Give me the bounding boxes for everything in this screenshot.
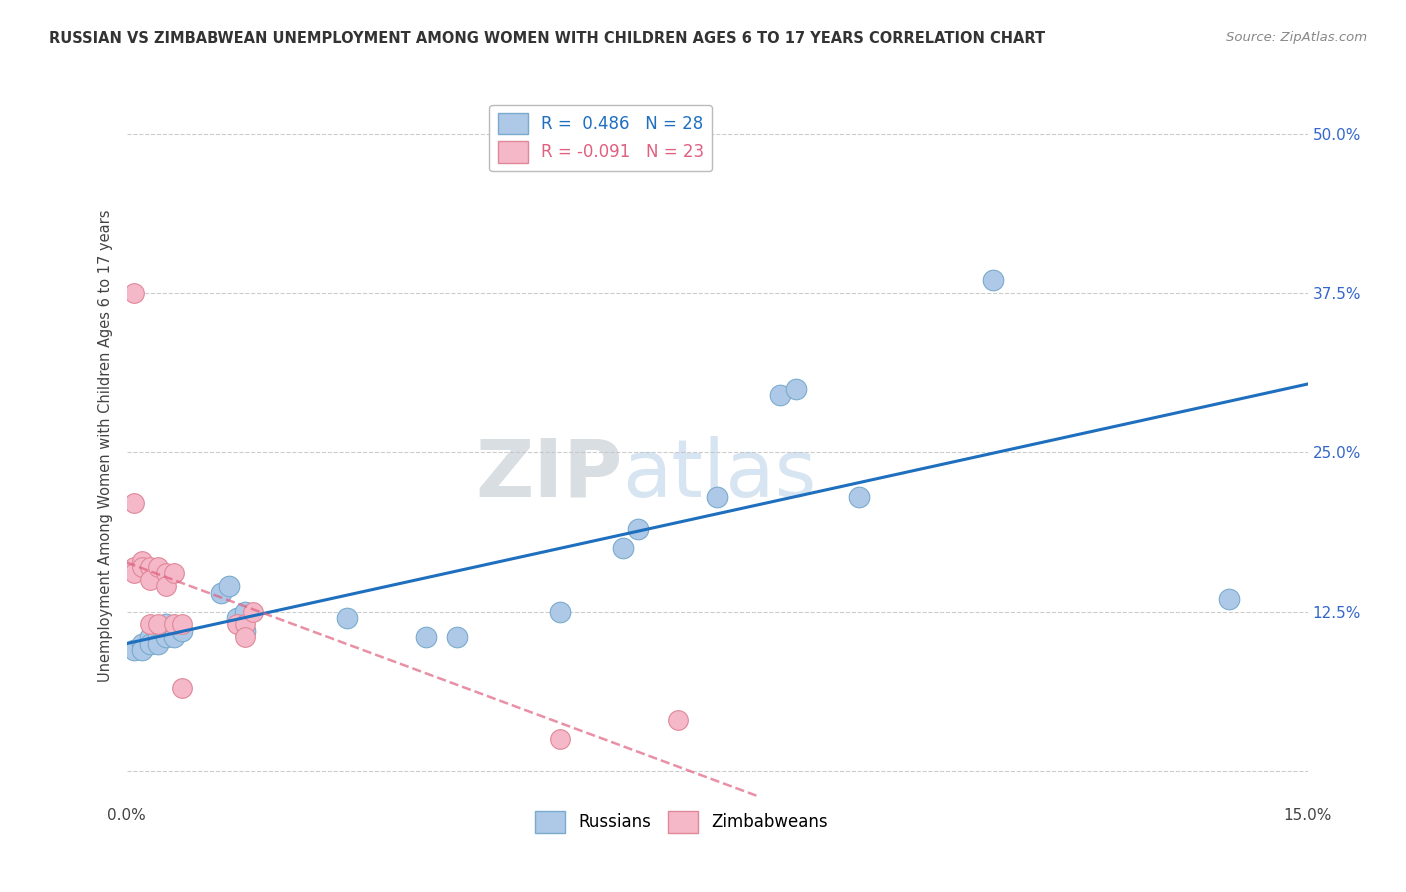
Point: [233, 605, 256, 619]
Point: [163, 630, 186, 644]
Point: [225, 617, 247, 632]
Point: [242, 605, 264, 619]
Point: [139, 630, 162, 644]
Point: [233, 624, 256, 638]
Legend: Russians, Zimbabweans: Russians, Zimbabweans: [527, 803, 837, 841]
Point: [139, 636, 162, 650]
Point: [336, 611, 359, 625]
Point: [146, 617, 169, 632]
Point: [848, 490, 870, 504]
Point: [146, 630, 169, 644]
Text: RUSSIAN VS ZIMBABWEAN UNEMPLOYMENT AMONG WOMEN WITH CHILDREN AGES 6 TO 17 YEARS : RUSSIAN VS ZIMBABWEAN UNEMPLOYMENT AMONG…: [49, 31, 1045, 46]
Point: [163, 617, 186, 632]
Point: [131, 560, 153, 574]
Point: [124, 643, 146, 657]
Point: [233, 617, 256, 632]
Point: [155, 617, 177, 632]
Point: [163, 566, 186, 581]
Point: [769, 388, 792, 402]
Point: [612, 541, 634, 555]
Point: [124, 560, 146, 574]
Point: [170, 617, 193, 632]
Point: [548, 605, 571, 619]
Point: [170, 681, 193, 695]
Point: [981, 273, 1004, 287]
Point: [627, 522, 650, 536]
Y-axis label: Unemployment Among Women with Children Ages 6 to 17 years: Unemployment Among Women with Children A…: [98, 210, 114, 682]
Text: Source: ZipAtlas.com: Source: ZipAtlas.com: [1226, 31, 1367, 45]
Point: [155, 630, 177, 644]
Point: [139, 617, 162, 632]
Point: [139, 560, 162, 574]
Point: [415, 630, 437, 644]
Point: [155, 566, 177, 581]
Point: [139, 573, 162, 587]
Point: [548, 732, 571, 747]
Text: atlas: atlas: [623, 435, 817, 514]
Point: [155, 579, 177, 593]
Point: [233, 630, 256, 644]
Point: [124, 286, 146, 301]
Point: [446, 630, 468, 644]
Point: [209, 585, 232, 599]
Point: [131, 636, 153, 650]
Point: [131, 554, 153, 568]
Point: [124, 496, 146, 510]
Point: [124, 566, 146, 581]
Point: [170, 624, 193, 638]
Point: [785, 382, 807, 396]
Point: [131, 643, 153, 657]
Point: [146, 636, 169, 650]
Point: [225, 611, 247, 625]
Point: [218, 579, 240, 593]
Point: [706, 490, 728, 504]
Point: [146, 560, 169, 574]
Point: [1218, 591, 1240, 606]
Point: [666, 713, 689, 727]
Text: ZIP: ZIP: [475, 435, 623, 514]
